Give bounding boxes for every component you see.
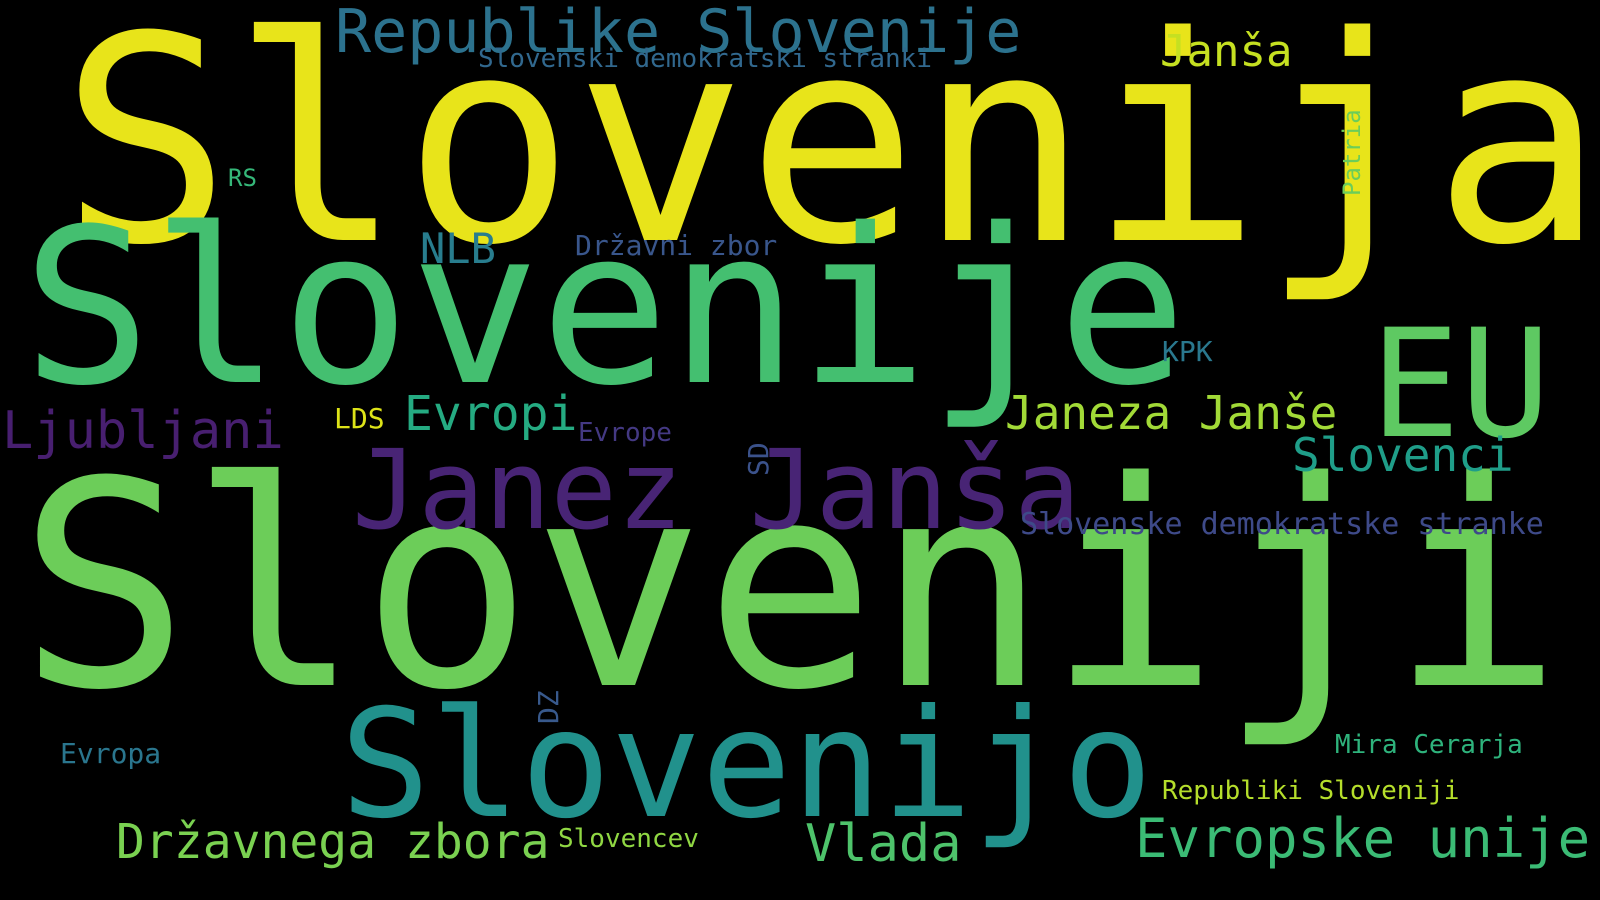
word-mira-cerarja: Mira Cerarja [1335, 730, 1523, 760]
word-eu: EU [1370, 298, 1551, 472]
word-evropa: Evropa [60, 737, 162, 770]
word-slovencev: Slovencev [558, 824, 699, 854]
word-slovenije: Slovenije [22, 182, 1187, 433]
word-republike-slovenije: Republike Slovenije [335, 0, 1022, 67]
word-slovenija: Slovenija [60, 0, 1600, 308]
word-ljubljani: Ljubljani [2, 401, 284, 461]
word-republiki-sloveniji: Republiki Sloveniji [1162, 776, 1460, 806]
word-drzavnega-zbora: Državnega zbora [116, 814, 550, 870]
word-nlb: NLB [420, 224, 496, 273]
word-evrope: Evrope [578, 418, 672, 448]
word-slovenske-demokratske-stranke: Slovenske demokratske stranke [1020, 507, 1544, 542]
word-slovenijo: Slovenijo [340, 678, 1153, 852]
word-janez-jansa: Janez Janša [352, 426, 1081, 554]
word-drzavni-zbor: Državni zbor [575, 229, 778, 262]
word-vlada: Vlada [805, 814, 962, 874]
word-rs: RS [228, 164, 257, 192]
word-lds: LDS [334, 402, 385, 435]
word-sloveniji: Sloveniji [18, 421, 1563, 753]
word-patria: Patria [1338, 109, 1366, 197]
word-evropi: Evropi [404, 386, 578, 442]
word-evropske-unije: Evropske unije [1135, 807, 1591, 870]
word-slovenci: Slovenci [1292, 428, 1514, 482]
word-slovenski-demokratski-stranki: Slovenski demokratski stranki [478, 44, 932, 74]
word-kpk: KPK [1162, 335, 1213, 368]
word-jansa: Janša [1160, 26, 1293, 77]
word-janeza-janse: Janeza Janše [1005, 386, 1338, 440]
